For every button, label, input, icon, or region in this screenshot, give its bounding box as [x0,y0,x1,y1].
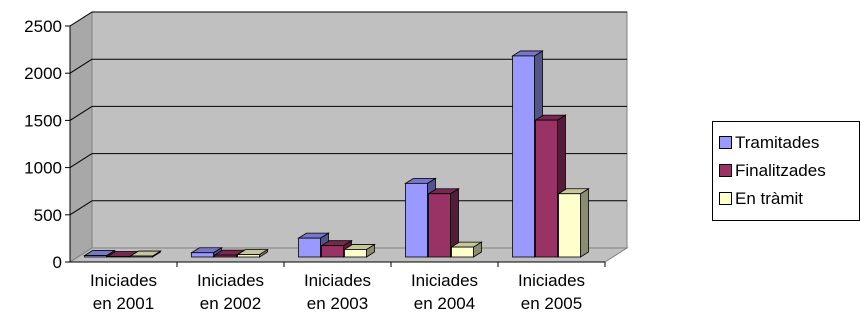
bar-2-1 [321,245,344,258]
bar-1-1 [214,254,237,258]
x-tick-label: Iniciades [518,271,585,290]
y-tick-label: 1500 [24,111,62,130]
legend-label-finalitzades: Finalitzades [735,161,826,180]
gridline-side [69,58,93,74]
bar-0-0 [84,255,107,258]
bar-3-0 [405,182,428,258]
bar-3-2 [451,246,474,258]
bar-3-1 [428,193,451,258]
x-tick-label: Iniciades [197,271,264,290]
plot-side-wall [69,11,93,263]
y-tick-label: 1000 [24,159,62,178]
bar-4-2 [558,193,581,258]
x-tick-label: Iniciades [90,271,157,290]
gridline-side [69,200,93,216]
gridline-side [69,153,93,169]
x-tick-label: en 2001 [93,294,154,313]
legend-swatch-en-tramit [719,192,732,205]
bar-4-0 [512,55,535,258]
chart-legend: Tramitades Finalitzades En tràmit [712,121,860,221]
y-tick-label: 0 [53,253,62,272]
x-tick-label: en 2004 [414,294,475,313]
gridline-side [69,11,93,27]
bar-4-1 [535,119,558,258]
legend-label-tramitades: Tramitades [735,133,820,152]
x-tick-label: en 2003 [307,294,368,313]
legend-swatch-tramitades [719,136,732,149]
bar-side [580,188,589,258]
x-tick-label: Iniciades [411,271,478,290]
y-tick-label: 500 [34,206,62,225]
x-tick-label: en 2002 [200,294,261,313]
y-tick-label: 2000 [24,64,62,83]
x-tick-label: en 2005 [521,294,582,313]
bar-2-0 [298,237,321,258]
bar-1-2 [237,254,260,258]
bar-1-0 [191,252,214,258]
y-tick-label: 2500 [24,17,62,36]
x-tick-label: Iniciades [304,271,371,290]
gridline-side [69,105,93,121]
legend-swatch-finalitzades [719,164,732,177]
legend-label-en-tramit: En tràmit [735,189,804,208]
bar-2-2 [344,249,367,258]
bar-0-2 [130,255,153,258]
